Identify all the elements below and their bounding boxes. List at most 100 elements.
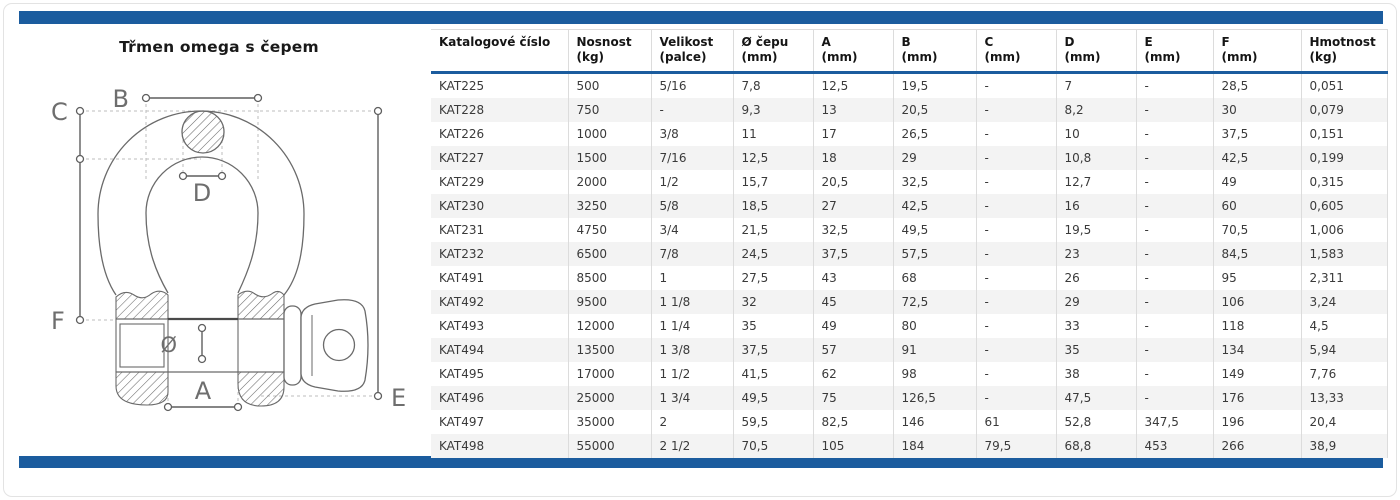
- column-header: E (mm): [1136, 29, 1214, 73]
- table-cell: 3/8: [651, 122, 734, 146]
- table-cell: 43: [813, 266, 894, 290]
- spec-table: Katalogové číslo Nosnost (kg) Velikost (palc…: [431, 29, 1388, 458]
- table-cell: 35: [1056, 338, 1137, 362]
- table-cell: 70,5: [733, 434, 814, 458]
- table-cell: 47,5: [1056, 386, 1137, 410]
- table-cell: 2: [651, 410, 734, 434]
- catalog-number-cell: KAT226: [431, 122, 569, 146]
- table-cell: 32: [733, 290, 814, 314]
- table-cell: -: [976, 314, 1057, 338]
- table-cell: 79,5: [976, 434, 1057, 458]
- table-cell: 0,315: [1301, 170, 1388, 194]
- table-cell: 118: [1213, 314, 1302, 338]
- table-cell: 13500: [568, 338, 652, 362]
- table-cell: 7/8: [651, 242, 734, 266]
- table-cell: 9,3: [733, 98, 814, 122]
- table-cell: 12000: [568, 314, 652, 338]
- bottom-accent-bar: [19, 456, 1383, 468]
- dim-label-diameter: Ø: [160, 333, 177, 357]
- column-header: F (mm): [1213, 29, 1302, 73]
- spec-table-head: Katalogové číslo Nosnost (kg) Velikost (palc…: [431, 29, 1388, 73]
- table-cell: 4750: [568, 218, 652, 242]
- table-cell: -: [1136, 170, 1214, 194]
- table-row: KAT493 12000 1 1/4 35 49 80-33-118 4,5: [431, 314, 1388, 338]
- table-cell: 1/2: [651, 170, 734, 194]
- table-row: KAT496 25000 1 3/4 49,5 75 126,5-47,5-176 13,3…: [431, 386, 1388, 410]
- table-cell: -: [1136, 314, 1214, 338]
- table-cell: 19,5: [1056, 218, 1137, 242]
- table-row: KAT231 4750 3/4 21,5 32,5 49,5-19,5-70,5 1,006: [431, 218, 1388, 242]
- table-cell: 105: [813, 434, 894, 458]
- table-cell: 10,8: [1056, 146, 1137, 170]
- spec-table-wrap: Katalogové číslo Nosnost (kg) Velikost (palc…: [431, 29, 1388, 458]
- table-cell: 21,5: [733, 218, 814, 242]
- table-cell: 1,006: [1301, 218, 1388, 242]
- catalog-number-cell: KAT491: [431, 266, 569, 290]
- table-row: KAT495 17000 1 1/2 41,5 62 98-38-149 7,76: [431, 362, 1388, 386]
- catalog-number-cell: KAT492: [431, 290, 569, 314]
- table-cell: -: [1136, 122, 1214, 146]
- dimension-lines: [79, 97, 379, 408]
- column-header: Velikost (palce): [651, 29, 734, 73]
- table-cell: -: [1136, 194, 1214, 218]
- table-cell: 20,5: [813, 170, 894, 194]
- catalog-number-cell: KAT225: [431, 72, 569, 98]
- table-row: KAT497 35000 2 59,5 82,5 146 61 52,8 347,5 196 20,…: [431, 410, 1388, 434]
- table-cell: -: [976, 122, 1057, 146]
- table-cell: 0,079: [1301, 98, 1388, 122]
- table-cell: 84,5: [1213, 242, 1302, 266]
- dim-label-c: C: [51, 98, 68, 126]
- table-cell: 26,5: [893, 122, 977, 146]
- table-cell: 11: [733, 122, 814, 146]
- table-cell: -: [976, 98, 1057, 122]
- top-accent-bar: [19, 11, 1383, 24]
- table-cell: 28,5: [1213, 72, 1302, 98]
- table-cell: 9500: [568, 290, 652, 314]
- table-cell: 10: [1056, 122, 1137, 146]
- table-cell: 18,5: [733, 194, 814, 218]
- table-cell: 35000: [568, 410, 652, 434]
- table-cell: 8500: [568, 266, 652, 290]
- table-cell: 35: [733, 314, 814, 338]
- column-header: D (mm): [1056, 29, 1137, 73]
- table-cell: -: [976, 386, 1057, 410]
- table-cell: 29: [893, 146, 977, 170]
- table-cell: 26: [1056, 266, 1137, 290]
- table-cell: 0,199: [1301, 146, 1388, 170]
- table-cell: -: [1136, 72, 1214, 98]
- table-cell: 5/16: [651, 72, 734, 98]
- table-cell: 1500: [568, 146, 652, 170]
- table-row: KAT498 55000 2 1/2 70,5 105 184 79,5 68,8 453 266…: [431, 434, 1388, 458]
- table-cell: 49,5: [733, 386, 814, 410]
- table-cell: -: [1136, 218, 1214, 242]
- table-cell: 347,5: [1136, 410, 1214, 434]
- dim-label-f: F: [51, 307, 65, 335]
- table-row: KAT491 8500 1 27,5 43 68-26-95 2,311: [431, 266, 1388, 290]
- table-cell: 20,5: [893, 98, 977, 122]
- table-cell: 184: [893, 434, 977, 458]
- header-row: Katalogové číslo Nosnost (kg) Velikost (palc…: [431, 29, 1388, 73]
- table-row: KAT225 500 5/16 7,8 12,5 19,5-7-28,5 0,051: [431, 72, 1388, 98]
- table-cell: 25000: [568, 386, 652, 410]
- table-cell: 5,94: [1301, 338, 1388, 362]
- table-row: KAT492 9500 1 1/8 32 45 72,5-29-106 3,24: [431, 290, 1388, 314]
- column-header: B (mm): [893, 29, 977, 73]
- table-cell: 1000: [568, 122, 652, 146]
- table-cell: 91: [893, 338, 977, 362]
- table-cell: 95: [1213, 266, 1302, 290]
- table-cell: 750: [568, 98, 652, 122]
- table-cell: 17: [813, 122, 894, 146]
- catalog-number-cell: KAT498: [431, 434, 569, 458]
- column-header: Nosnost (kg): [568, 29, 652, 73]
- column-header: Hmotnost (kg): [1301, 29, 1388, 73]
- table-cell: 1 3/8: [651, 338, 734, 362]
- table-cell: 500: [568, 72, 652, 98]
- catalog-number-cell: KAT493: [431, 314, 569, 338]
- table-cell: 0,051: [1301, 72, 1388, 98]
- shackle-body: [97, 110, 369, 407]
- table-cell: -: [976, 170, 1057, 194]
- table-cell: 38,9: [1301, 434, 1388, 458]
- table-cell: 72,5: [893, 290, 977, 314]
- table-cell: 7/16: [651, 146, 734, 170]
- table-cell: 33: [1056, 314, 1137, 338]
